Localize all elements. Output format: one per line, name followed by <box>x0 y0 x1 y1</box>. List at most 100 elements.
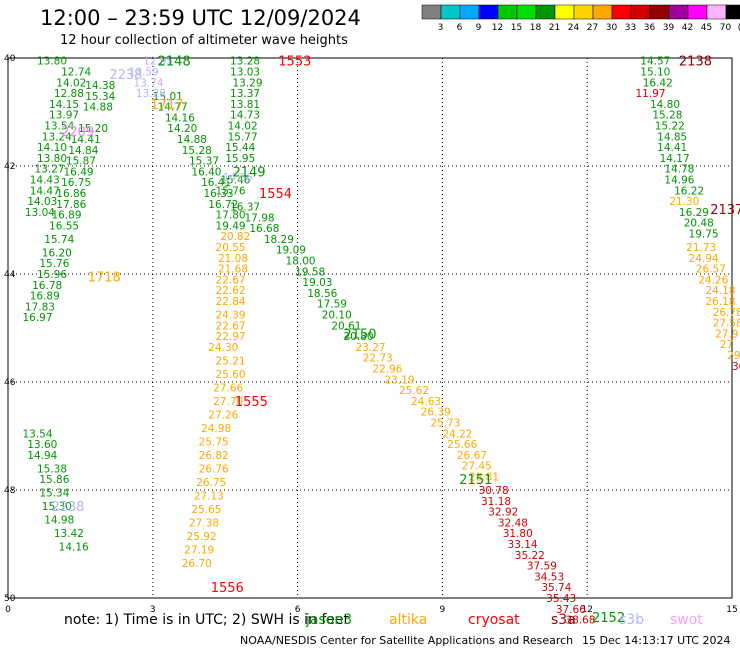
colorbar-swatch <box>592 4 613 20</box>
pass-label: 2151 <box>459 473 492 488</box>
swh-value: 33.14 <box>508 539 538 551</box>
swh-value: 11.97 <box>635 88 665 100</box>
swh-value: 14.80 <box>650 99 680 111</box>
pass-label: 1555 <box>235 395 268 410</box>
swh-value: 14.03 <box>27 196 57 208</box>
swh-value: 16.75 <box>61 177 91 189</box>
swh-value: 16.86 <box>56 188 86 200</box>
legend-item-swot: swot <box>670 612 703 628</box>
swh-value: 16.89 <box>30 291 60 303</box>
swh-value: 25.60 <box>216 369 246 381</box>
swh-value: 27.66 <box>213 382 243 394</box>
swh-value: 27.58 <box>713 318 740 330</box>
y-tick-label: 46 <box>4 378 16 388</box>
swh-value: 20.61 <box>331 320 361 332</box>
swh-value: 14.41 <box>657 142 687 154</box>
swh-value: 14.41 <box>71 134 101 146</box>
swh-value: 16.97 <box>22 312 52 324</box>
axis-ticks: 0 3 6 9 12 15 40 42 44 46 48 50 <box>4 54 738 615</box>
swh-value: 14.02 <box>56 77 86 89</box>
swh-value: 26.76 <box>199 463 229 475</box>
swh-value: 14.94 <box>27 450 57 462</box>
swh-value: 19.09 <box>276 245 306 257</box>
swh-value: 15.46 <box>220 175 250 187</box>
swh-value: 20.82 <box>220 231 250 243</box>
swh-value: 37.59 <box>527 561 557 573</box>
swh-value: 14.16 <box>59 542 89 554</box>
swh-value: 15.87 <box>66 156 96 168</box>
swh-value: 14.02 <box>228 121 258 133</box>
pass-label: 2150 <box>343 327 376 342</box>
swh-value: 24.22 <box>442 428 472 440</box>
swh-value: 13.28 <box>230 56 260 68</box>
pass-label: 1553 <box>278 55 311 70</box>
swh-value: 17.86 <box>56 199 86 211</box>
swh-value: 15.77 <box>228 131 258 143</box>
swh-value: 16.41 <box>201 177 231 189</box>
legend-item-cryosat: cryosat <box>468 612 520 628</box>
colorbar-label: 39 <box>663 23 675 33</box>
x-tick-label: 12 <box>581 605 592 615</box>
swh-value: 14.38 <box>85 80 115 92</box>
colorbar-label: 3 <box>438 23 444 33</box>
legend-item-jason3: jason3 <box>306 612 353 628</box>
swh-value: 16.29 <box>679 207 709 219</box>
colorbar-swatch <box>687 4 708 20</box>
y-tick-label: 48 <box>4 486 16 496</box>
y-tick-label: 44 <box>4 270 16 280</box>
swh-value: 27.13 <box>194 490 224 502</box>
colorbar-label: 42 <box>682 23 693 33</box>
swh-value: 13.60 <box>27 439 57 451</box>
pass-label: 2238 <box>109 68 142 83</box>
y-tick-label: 42 <box>4 162 15 172</box>
swh-value: 13.24 <box>42 131 72 143</box>
swh-value: 16.22 <box>674 185 704 197</box>
swh-value: 26.57 <box>696 264 726 276</box>
y-tick-label: 50 <box>4 594 16 604</box>
swh-value: 26.82 <box>199 450 229 462</box>
swh-value: 19.75 <box>689 229 719 241</box>
swh-value: 13.80 <box>37 153 67 165</box>
swh-value: 31.18 <box>481 496 511 508</box>
pass-labels: 2148 1553 2138 1717 2238 2209 2149 1554 2137 1718… <box>51 55 740 626</box>
swh-value: 25.92 <box>187 531 217 543</box>
swh-value: 24.39 <box>216 310 246 322</box>
pass-label: 1718 <box>88 271 121 286</box>
swh-value: 15.22 <box>655 121 685 133</box>
swh-value: 16.78 <box>32 280 62 292</box>
x-tick-label: 15 <box>726 605 737 615</box>
swh-value: 13.37 <box>230 88 260 100</box>
swh-value: 14.47 <box>30 185 60 197</box>
swh-value: 19.03 <box>302 277 332 289</box>
swh-value: 27.19 <box>184 544 214 556</box>
colorbar-label: 36 <box>644 23 656 33</box>
pass-label: 2152 <box>592 611 625 626</box>
swh-value: 13.28 <box>136 88 166 100</box>
plot-frame <box>7 57 733 599</box>
swh-value: 13.97 <box>49 110 79 122</box>
swh-value: 13.04 <box>25 207 55 219</box>
swh-value: 23.27 <box>356 342 386 354</box>
colorbar-swatch <box>421 4 442 20</box>
colorbar-swatch <box>554 4 575 20</box>
swh-value: 27.70 <box>213 396 243 408</box>
swh-value: 22.97 <box>216 331 246 343</box>
swh-value: 27.9 <box>715 328 738 340</box>
pass-label: 2209 <box>61 125 94 140</box>
colorbar-label: 70 <box>720 23 732 33</box>
legend-item-s3b: s3b <box>619 612 645 628</box>
swh-value: 27.38 <box>189 517 219 529</box>
swh-value: 16.49 <box>64 166 94 178</box>
swh-value: 15.86 <box>39 474 69 486</box>
colorbar-label: 15 <box>511 23 522 33</box>
swh-value: 14.16 <box>165 112 195 124</box>
credit-timestamp: 15 Dec 14:13:17 UTC 2024 <box>582 634 731 647</box>
swh-value: 24.94 <box>689 253 719 265</box>
swh-value: 22.73 <box>363 353 393 365</box>
swh-value: 35.22 <box>515 550 545 562</box>
plot-grid <box>7 57 733 599</box>
swh-value: 14.96 <box>664 175 694 187</box>
swh-value: 15.34 <box>85 91 115 103</box>
colorbar-swatch <box>573 4 594 20</box>
swh-value: 25.65 <box>191 504 221 516</box>
